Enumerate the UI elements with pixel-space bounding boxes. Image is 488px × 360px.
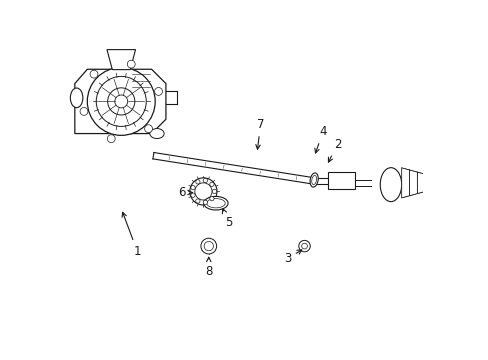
Circle shape [189,178,217,205]
Circle shape [190,193,195,197]
Polygon shape [75,69,165,134]
Circle shape [203,200,207,204]
Circle shape [209,182,214,186]
Ellipse shape [380,168,401,202]
Ellipse shape [70,88,82,108]
Circle shape [203,179,207,183]
Text: 5: 5 [222,209,232,229]
Circle shape [195,199,200,203]
Polygon shape [417,172,425,194]
Polygon shape [107,50,135,69]
Circle shape [195,180,200,184]
Circle shape [90,70,98,78]
Text: 2: 2 [328,138,341,162]
Text: 7: 7 [255,118,264,149]
Text: 8: 8 [204,257,212,278]
Circle shape [144,125,152,132]
Circle shape [209,197,214,201]
Text: 1: 1 [122,212,141,258]
Polygon shape [408,170,417,196]
Circle shape [190,185,195,190]
Circle shape [154,87,162,95]
Circle shape [80,108,88,115]
Circle shape [212,189,216,194]
Text: 4: 4 [314,125,326,153]
Circle shape [298,240,309,252]
Polygon shape [328,172,354,189]
Ellipse shape [149,129,164,139]
Text: 6: 6 [178,186,192,199]
Polygon shape [401,168,408,198]
Circle shape [87,67,155,135]
Polygon shape [425,174,432,192]
Ellipse shape [203,197,227,210]
Circle shape [127,60,135,68]
Text: 3: 3 [283,250,301,265]
Circle shape [201,238,216,254]
Ellipse shape [309,173,318,187]
Circle shape [107,135,115,143]
